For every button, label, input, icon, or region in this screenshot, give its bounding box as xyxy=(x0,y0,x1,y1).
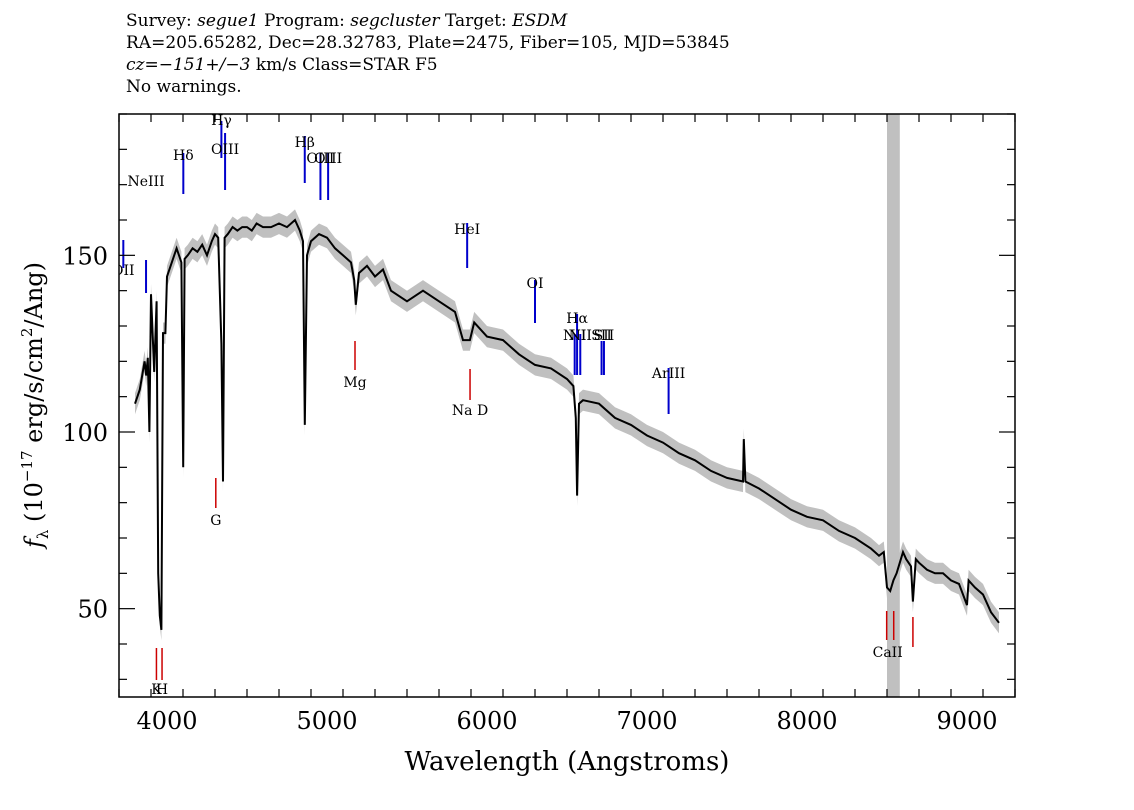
y-axis-label: fλ (10−17 erg/s/cm2/Ang) xyxy=(18,262,52,550)
header-line-survey: Survey: segue1 Program: segcluster Targe… xyxy=(126,10,730,32)
class-text: km/s Class=STAR F5 xyxy=(250,55,438,75)
emission-line-ariii-label: ArIII xyxy=(651,366,685,382)
emission-line-sii-label: SII xyxy=(594,328,615,344)
header-line-coords: RA=205.65282, Dec=28.32783, Plate=2475, … xyxy=(126,33,730,53)
x-tick-label: 4000 xyxy=(136,707,197,735)
target-label: Target: xyxy=(444,11,507,31)
absorption-line-mg-label: Mg xyxy=(343,375,366,391)
redshift-value: cz=−151+/−3 xyxy=(126,55,251,75)
emission-line-sii-label: SII xyxy=(591,328,612,344)
header-line-warnings: No warnings. xyxy=(126,77,242,97)
x-axis-label: Wavelength (Angstroms) xyxy=(405,747,730,777)
spectrum-header: Survey: segue1 Program: segcluster Targe… xyxy=(126,10,730,98)
x-tick-label: 8000 xyxy=(776,707,837,735)
error-band-layer xyxy=(135,209,999,641)
x-tick-label: 5000 xyxy=(296,707,357,735)
spectrum-line xyxy=(134,218,1000,631)
program-value: segcluster xyxy=(350,11,440,31)
emission-line-h-label: Hγ xyxy=(211,113,232,129)
survey-label: Survey: xyxy=(126,11,192,31)
y-tick-label: 100 xyxy=(62,419,108,447)
masked-region xyxy=(887,114,900,697)
survey-value: segue1 xyxy=(197,11,259,31)
program-label: Program: xyxy=(264,11,345,31)
emission-line-oii-label: OII xyxy=(112,263,135,279)
plot-frame xyxy=(118,113,1016,698)
y-tick-label: 50 xyxy=(77,596,108,624)
emission-line-h-label: Hβ xyxy=(295,135,315,151)
x-tick-label: 6000 xyxy=(456,707,517,735)
absorption-line-na-d-label: Na D xyxy=(452,403,488,419)
absorption-line-g-label: G xyxy=(210,513,221,529)
header-line-redshift: cz=−151+/−3 km/s Class=STAR F5 xyxy=(126,54,730,76)
absorption-line-h-label: H xyxy=(156,682,168,698)
y-tick-label: 150 xyxy=(62,242,108,270)
x-tick-label: 7000 xyxy=(616,707,677,735)
emission-line-nii-label: NII xyxy=(569,328,592,344)
emission-line-hei-label: HeI xyxy=(454,222,480,238)
x-tick-label: 9000 xyxy=(936,707,997,735)
axis-ticks-layer: 4000 5000 6000 7000 8000 9000 50 100 150 xyxy=(62,113,1016,735)
emission-line-neiii-label: NeIII xyxy=(127,174,164,190)
emission-line-oiii-label: OIII xyxy=(211,142,239,158)
masked-region-layer xyxy=(887,114,900,697)
error-band xyxy=(135,209,999,641)
emission-line-oi-label: OI xyxy=(526,276,543,292)
spectrum-layer xyxy=(134,218,1000,631)
emission-line-h-label: Hδ xyxy=(173,148,194,164)
target-value: ESDM xyxy=(512,11,568,31)
absorption-line-caii-label: CaII xyxy=(873,645,903,661)
emission-line-oiii-label: OIII xyxy=(314,151,342,167)
absorption-line-k-label: K xyxy=(151,682,162,698)
emission-line-h-label: Hα xyxy=(566,311,588,327)
